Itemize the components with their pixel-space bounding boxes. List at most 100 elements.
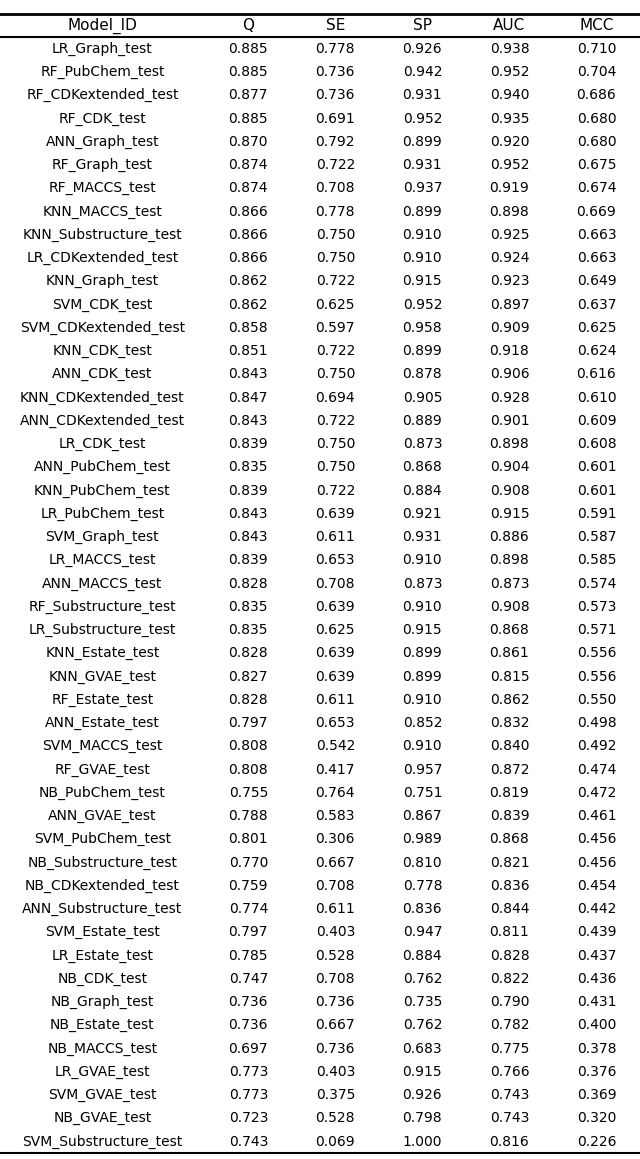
Text: 0.898: 0.898 [490, 553, 529, 567]
Text: 0.601: 0.601 [577, 483, 616, 497]
Text: LR_CDK_test: LR_CDK_test [59, 437, 146, 451]
Text: 0.571: 0.571 [577, 624, 616, 637]
Text: 0.574: 0.574 [577, 576, 616, 591]
Text: RF_Substructure_test: RF_Substructure_test [29, 599, 176, 614]
Text: 0.583: 0.583 [316, 809, 355, 823]
Text: 0.835: 0.835 [228, 624, 268, 637]
Text: 0.610: 0.610 [577, 391, 616, 404]
Text: 0.910: 0.910 [403, 693, 442, 707]
Text: 0.431: 0.431 [577, 996, 616, 1009]
Text: 0.667: 0.667 [316, 1019, 355, 1033]
Text: 0.958: 0.958 [403, 321, 442, 335]
Text: 0.708: 0.708 [316, 879, 355, 892]
Text: 0.376: 0.376 [577, 1065, 616, 1079]
Text: NB_Graph_test: NB_Graph_test [51, 996, 154, 1009]
Text: 0.710: 0.710 [577, 42, 616, 56]
Text: 0.808: 0.808 [228, 739, 268, 753]
Text: KNN_Substructure_test: KNN_Substructure_test [22, 227, 182, 242]
Text: 0.858: 0.858 [228, 321, 268, 335]
Text: SVM_GVAE_test: SVM_GVAE_test [48, 1088, 157, 1102]
Text: 0.906: 0.906 [490, 367, 529, 381]
Text: 0.601: 0.601 [577, 460, 616, 474]
Text: 0.910: 0.910 [403, 228, 442, 242]
Text: SE: SE [326, 19, 345, 34]
Text: 0.492: 0.492 [577, 739, 616, 753]
Text: 0.921: 0.921 [403, 506, 442, 520]
Text: Q: Q [243, 19, 254, 34]
Text: 0.836: 0.836 [403, 902, 442, 916]
Text: 0.843: 0.843 [228, 367, 268, 381]
Text: 1.000: 1.000 [403, 1135, 442, 1149]
Text: 0.686: 0.686 [577, 88, 616, 102]
Text: 0.827: 0.827 [228, 670, 268, 684]
Text: AUC: AUC [493, 19, 525, 34]
Text: 0.528: 0.528 [316, 948, 355, 963]
Text: NB_GVAE_test: NB_GVAE_test [53, 1111, 152, 1125]
Text: 0.873: 0.873 [490, 576, 529, 591]
Text: 0.436: 0.436 [577, 972, 616, 986]
Text: 0.708: 0.708 [316, 181, 355, 195]
Text: 0.743: 0.743 [490, 1111, 529, 1125]
Text: LR_GVAE_test: LR_GVAE_test [54, 1065, 150, 1079]
Text: 0.625: 0.625 [577, 321, 616, 335]
Text: 0.839: 0.839 [228, 483, 268, 497]
Text: 0.886: 0.886 [490, 530, 529, 544]
Text: 0.625: 0.625 [316, 298, 355, 312]
Text: 0.862: 0.862 [228, 298, 268, 312]
Text: 0.885: 0.885 [228, 111, 268, 125]
Text: 0.674: 0.674 [577, 181, 616, 195]
Text: 0.528: 0.528 [316, 1111, 355, 1125]
Text: 0.750: 0.750 [316, 460, 355, 474]
Text: RF_CDK_test: RF_CDK_test [58, 111, 147, 125]
Text: 0.904: 0.904 [490, 460, 529, 474]
Text: 0.759: 0.759 [228, 879, 268, 892]
Text: 0.877: 0.877 [228, 88, 268, 102]
Text: 0.897: 0.897 [490, 298, 529, 312]
Text: 0.550: 0.550 [577, 693, 616, 707]
Text: SVM_Estate_test: SVM_Estate_test [45, 925, 160, 939]
Text: 0.785: 0.785 [228, 948, 268, 963]
Text: KNN_Graph_test: KNN_Graph_test [46, 275, 159, 289]
Text: KNN_Estate_test: KNN_Estate_test [45, 647, 159, 661]
Text: ANN_Graph_test: ANN_Graph_test [45, 134, 159, 148]
Text: 0.747: 0.747 [228, 972, 268, 986]
Text: KNN_CDKextended_test: KNN_CDKextended_test [20, 391, 185, 404]
Text: 0.832: 0.832 [490, 716, 529, 730]
Text: 0.624: 0.624 [577, 344, 616, 358]
Text: 0.750: 0.750 [316, 252, 355, 265]
Text: ANN_GVAE_test: ANN_GVAE_test [48, 809, 157, 823]
Text: NB_CDKextended_test: NB_CDKextended_test [25, 879, 180, 892]
Text: 0.616: 0.616 [577, 367, 616, 381]
Text: 0.899: 0.899 [403, 344, 442, 358]
Text: 0.819: 0.819 [490, 786, 529, 800]
Text: 0.587: 0.587 [577, 530, 616, 544]
Text: 0.788: 0.788 [228, 809, 268, 823]
Text: 0.884: 0.884 [403, 948, 442, 963]
Text: 0.778: 0.778 [403, 879, 442, 892]
Text: 0.919: 0.919 [490, 181, 529, 195]
Text: SVM_PubChem_test: SVM_PubChem_test [34, 832, 171, 846]
Text: 0.866: 0.866 [228, 228, 268, 242]
Text: SVM_Substructure_test: SVM_Substructure_test [22, 1135, 182, 1149]
Text: 0.751: 0.751 [403, 786, 442, 800]
Text: NB_MACCS_test: NB_MACCS_test [47, 1042, 157, 1056]
Text: 0.828: 0.828 [490, 948, 529, 963]
Text: 0.811: 0.811 [490, 925, 529, 939]
Text: ANN_Estate_test: ANN_Estate_test [45, 716, 160, 730]
Text: NB_Estate_test: NB_Estate_test [50, 1019, 155, 1033]
Text: 0.839: 0.839 [228, 437, 268, 451]
Text: 0.556: 0.556 [577, 670, 616, 684]
Text: 0.653: 0.653 [316, 553, 355, 567]
Text: 0.680: 0.680 [577, 111, 616, 125]
Text: 0.417: 0.417 [316, 763, 355, 777]
Text: 0.937: 0.937 [403, 181, 442, 195]
Text: 0.801: 0.801 [228, 832, 268, 846]
Text: 0.722: 0.722 [316, 414, 355, 428]
Text: ANN_CDKextended_test: ANN_CDKextended_test [20, 414, 185, 428]
Text: 0.938: 0.938 [490, 42, 529, 56]
Text: 0.873: 0.873 [403, 437, 442, 451]
Text: 0.835: 0.835 [228, 600, 268, 614]
Text: 0.908: 0.908 [490, 483, 529, 497]
Text: 0.608: 0.608 [577, 437, 616, 451]
Text: 0.639: 0.639 [316, 600, 355, 614]
